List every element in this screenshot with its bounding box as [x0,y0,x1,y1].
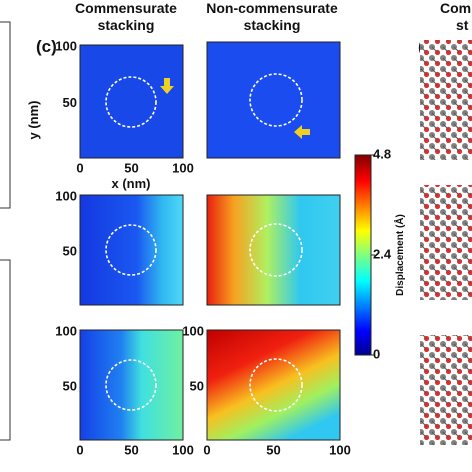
panel-title: Comm [440,0,472,16]
arrows [160,78,310,139]
colorbar [354,154,372,356]
column-title: Commensurate [75,0,177,16]
dashed-circles [105,73,303,412]
x-tick-label: 50 [266,442,280,457]
x-tick-label: 0 [76,160,83,175]
x-axis-label: x (nm) [112,176,151,191]
y-tick-label: 50 [63,243,77,258]
y-tick-label: 50 [63,378,77,393]
column-title: Non-commensurate [206,0,338,16]
y-tick-label: 100 [55,323,77,338]
colorbar-label: Displacement (Å) [393,214,406,296]
colorbar-tick-label: 0 [373,346,380,361]
heatmap [206,329,341,441]
column-title: stacking [244,17,301,33]
heatmap [79,44,184,159]
y-tick-label: 100 [55,188,77,203]
heatmap [79,329,184,441]
x-tick-label: 50 [124,160,138,175]
x-tick-label: 100 [172,160,194,175]
heatmap [79,194,184,306]
y-tick-label: 100 [55,38,77,53]
x-tick-label: 100 [329,442,351,457]
x-tick-label: 0 [203,442,210,457]
y-tick-label: 100 [182,323,204,338]
x-tick-label: 0 [76,442,83,457]
y-tick-label: 50 [190,378,204,393]
y-tick-label: 50 [63,95,77,110]
panel-title: st [456,17,469,33]
y-axis-label: y (nm) [26,101,41,140]
atomic-structures [420,40,472,445]
colorbar-tick-label: 4.8 [373,146,391,161]
panel-label: (c) [36,37,57,56]
heatmap [206,194,341,306]
heatmap [206,41,341,159]
column-title: stacking [98,17,155,33]
partial-frame [0,21,11,441]
x-tick-label: 50 [124,442,138,457]
colorbar-tick-label: 2.4 [373,246,392,261]
x-tick-label: 100 [172,442,194,457]
heatmaps [79,41,341,441]
